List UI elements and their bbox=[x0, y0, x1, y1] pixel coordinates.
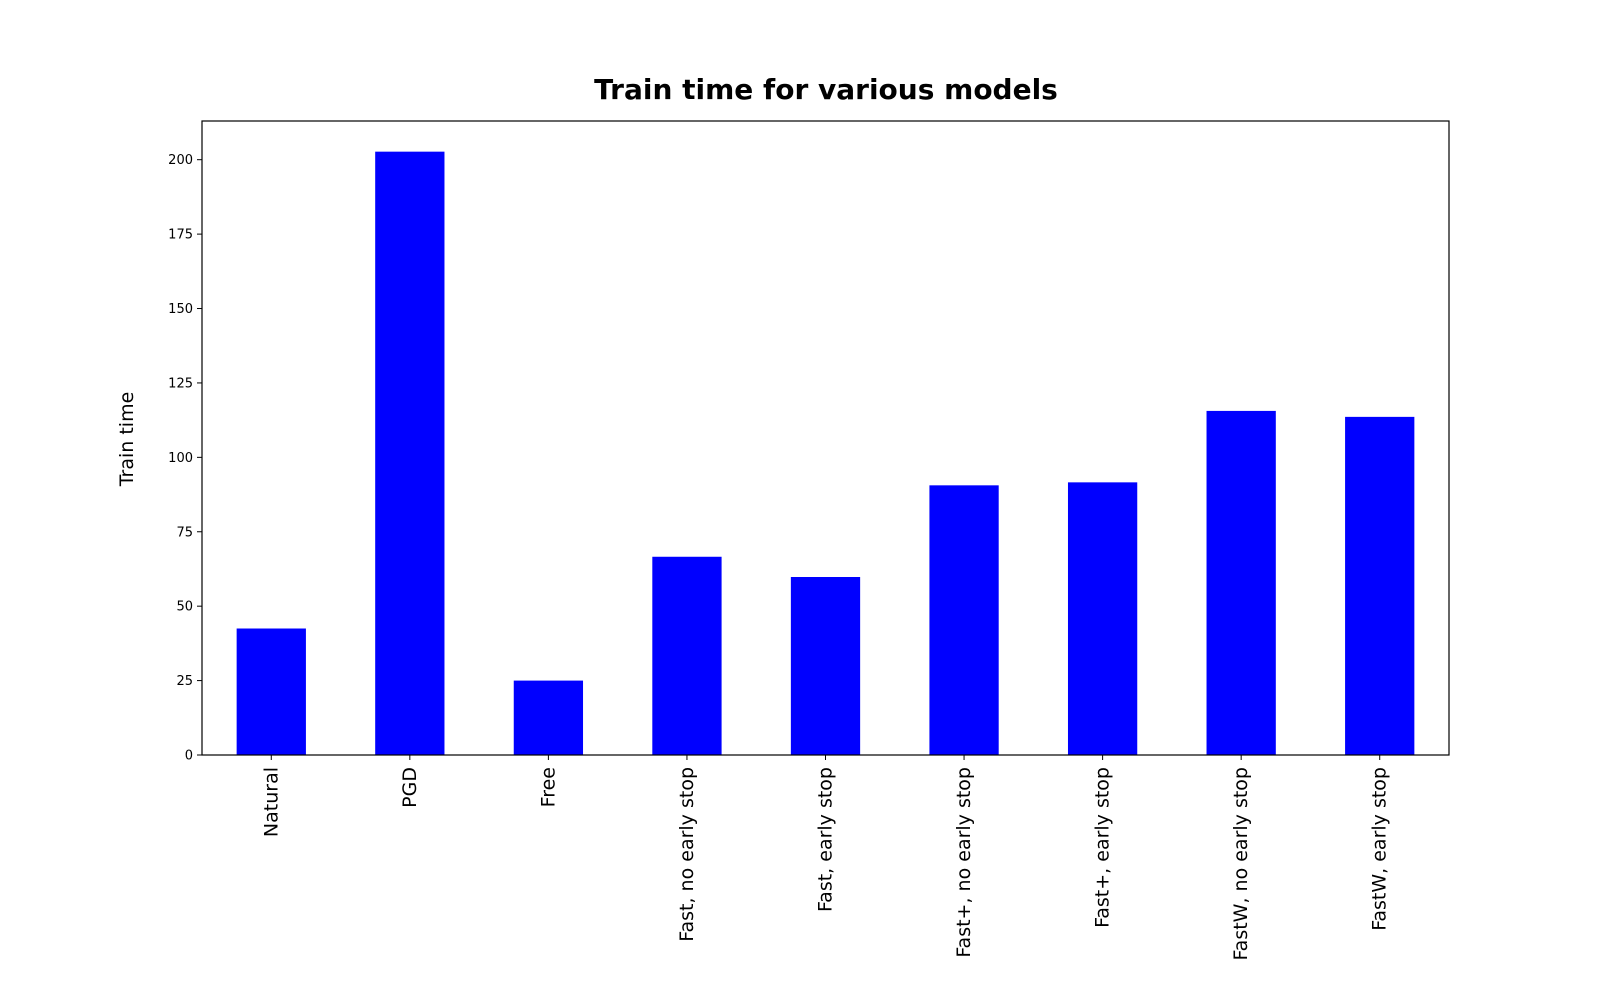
bar-1 bbox=[375, 151, 445, 755]
plot-frame bbox=[201, 120, 1450, 756]
x-tick-label-7: FastW, no early stop bbox=[1230, 767, 1252, 961]
y-tick-label-3: 75 bbox=[176, 525, 193, 540]
x-tick-label-6: Fast+, early stop bbox=[1092, 767, 1114, 928]
bar-8 bbox=[1345, 416, 1415, 755]
x-tick-label-2: Free bbox=[537, 767, 559, 807]
bar-0 bbox=[236, 628, 306, 755]
bars-layer bbox=[236, 151, 1415, 755]
x-tick-label-5: Fast+, no early stop bbox=[953, 767, 975, 958]
bar-2 bbox=[513, 680, 584, 755]
x-axis: Natural PGD Free Fast, no early stop Fast, e… bbox=[260, 755, 1391, 961]
bar-7 bbox=[1206, 410, 1276, 755]
x-tick-label-1: PGD bbox=[399, 767, 421, 808]
bar-3 bbox=[652, 556, 722, 755]
x-tick-label-0: Natural bbox=[260, 767, 282, 837]
y-tick-label-2: 50 bbox=[176, 600, 193, 615]
y-axis: 0 25 50 75 100 125 150 175 200 bbox=[168, 153, 202, 764]
bar-6 bbox=[1067, 482, 1138, 755]
x-tick-label-3: Fast, no early stop bbox=[676, 767, 698, 942]
bar-4 bbox=[790, 577, 861, 755]
y-tick-label-4: 100 bbox=[168, 451, 193, 466]
x-tick-label-4: Fast, early stop bbox=[815, 767, 837, 912]
chart-title: Train time for various models bbox=[594, 73, 1058, 106]
y-tick-label-0: 0 bbox=[185, 749, 193, 764]
y-tick-label-5: 125 bbox=[168, 376, 193, 391]
y-tick-label-1: 25 bbox=[176, 674, 193, 689]
y-axis-label: Train time bbox=[116, 392, 138, 488]
bar-5 bbox=[929, 485, 999, 755]
y-tick-label-7: 175 bbox=[168, 228, 193, 243]
y-tick-label-8: 200 bbox=[168, 153, 193, 168]
y-tick-label-6: 150 bbox=[168, 302, 193, 317]
x-tick-label-8: FastW, early stop bbox=[1369, 767, 1391, 931]
